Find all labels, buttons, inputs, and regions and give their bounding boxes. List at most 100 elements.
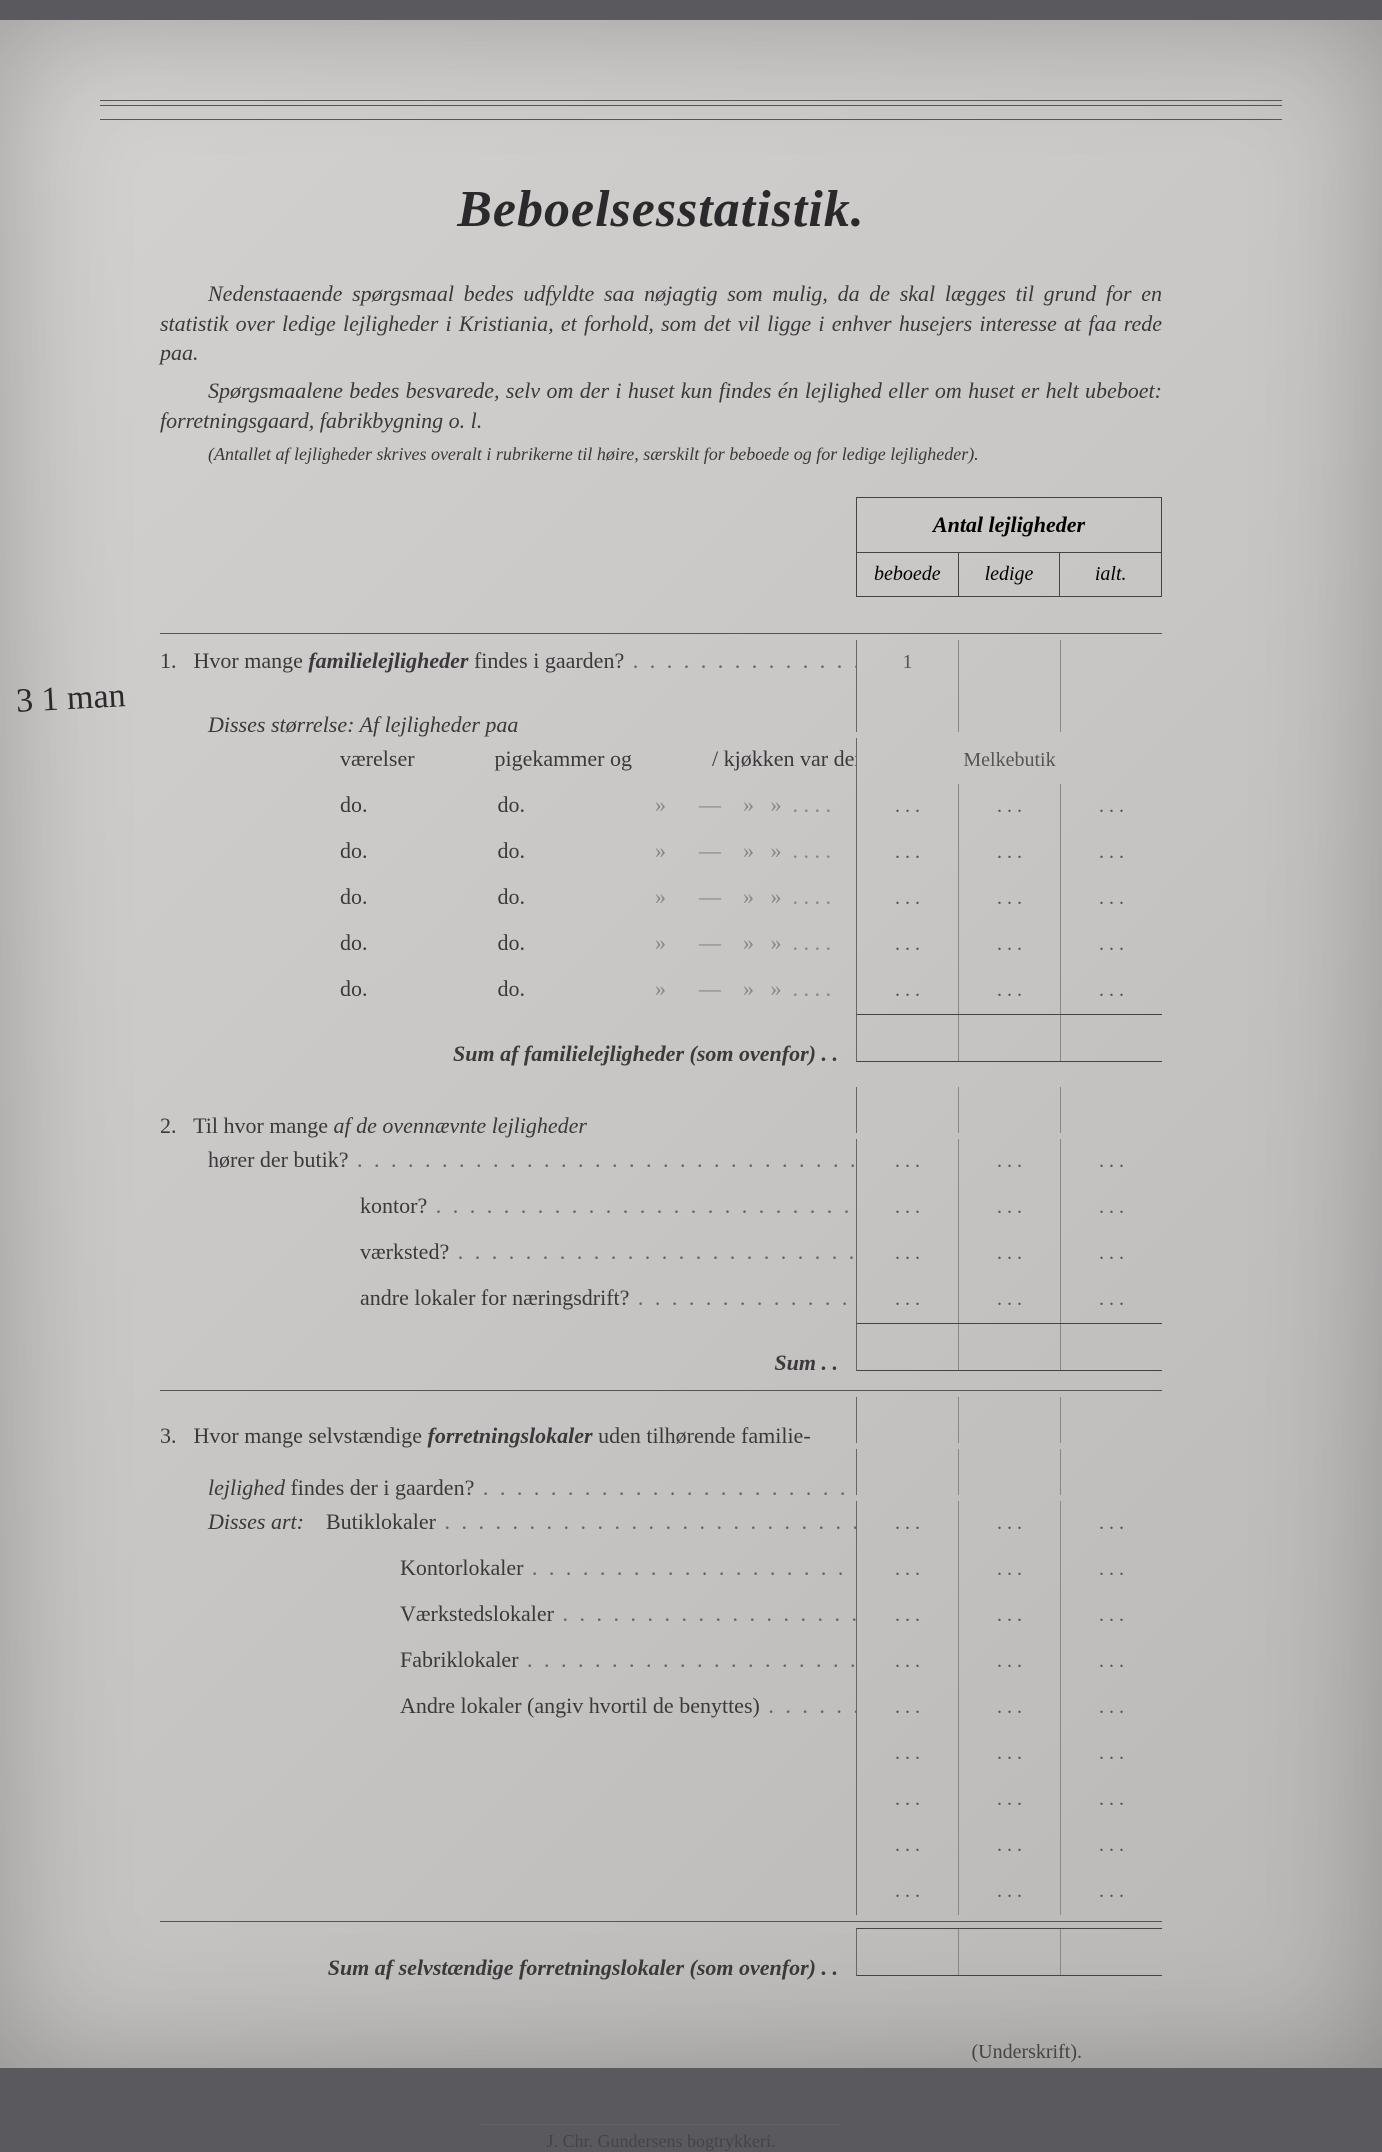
top-rules bbox=[100, 100, 1282, 120]
cell: . . . bbox=[1061, 1231, 1162, 1277]
cell: . . . bbox=[959, 876, 1061, 922]
q1-text-c: findes i gaarden? bbox=[468, 648, 856, 673]
do-label: do. bbox=[498, 838, 526, 864]
q1-handwriting: Melkebutik bbox=[857, 738, 1162, 784]
col-ialt: ialt. bbox=[1060, 553, 1161, 596]
q2-text-b: af de ovennævnte lejligheder bbox=[333, 1113, 587, 1138]
q1-num: 1. bbox=[160, 648, 188, 674]
q1-kjokken: / kjøkken var der bbox=[712, 746, 856, 772]
cell: . . . bbox=[959, 1547, 1061, 1593]
do-label: do. bbox=[498, 884, 526, 910]
table-header-columns: beboede ledige ialt. bbox=[857, 553, 1161, 596]
signature-label: (Underskrift). bbox=[160, 2041, 1162, 2064]
cell: . . . bbox=[857, 968, 959, 1014]
cell: . . . bbox=[1061, 1869, 1162, 1915]
q3-sum-row: Sum af selvstændige forretningslokaler (… bbox=[160, 1928, 1162, 1981]
q3-blank-3: . . .. . .. . . bbox=[160, 1823, 1162, 1869]
content-area: Beboelsesstatistik. Nedenstaaende spørgs… bbox=[100, 180, 1282, 2152]
q1-do-row-5: do.do.» — » » . . . . . . .. . .. . . bbox=[160, 968, 1162, 1014]
q3-findes: findes der i gaarden? bbox=[285, 1475, 856, 1500]
q3-kontor-row: Kontorlokaler . . .. . .. . . bbox=[160, 1547, 1162, 1593]
cell: . . . bbox=[1061, 1501, 1162, 1547]
q2-num: 2. bbox=[160, 1113, 188, 1139]
table-header-title: Antal lejligheder bbox=[857, 498, 1161, 553]
q3-text-c: uden tilhørende familie- bbox=[593, 1423, 811, 1448]
q1-vaerelser: værelser bbox=[340, 746, 415, 772]
cell: . . . bbox=[857, 1777, 959, 1823]
q1-sum-label: Sum af familielejligheder bbox=[453, 1041, 684, 1066]
q3-lejlighed: lejlighed bbox=[208, 1475, 285, 1500]
q1-do-row-2: do.do.» — » » . . . . . . .. . .. . . bbox=[160, 830, 1162, 876]
q1-row: 1. Hvor mange familielejligheder findes … bbox=[160, 640, 1162, 686]
margin-handwriting: 3 1 man bbox=[15, 677, 126, 721]
do-label: do. bbox=[340, 838, 368, 864]
cell: . . . bbox=[1061, 1139, 1162, 1185]
cell: . . . bbox=[959, 1501, 1061, 1547]
q2-kontor-row: kontor? . . .. . .. . . bbox=[160, 1185, 1162, 1231]
q1-do-row-4: do.do.» — » » . . . . . . .. . .. . . bbox=[160, 922, 1162, 968]
q2-kontor: kontor? bbox=[160, 1193, 856, 1219]
printer-credit: J. Chr. Gundersens bogtrykkeri. bbox=[481, 2124, 841, 2152]
q3-sum-label: Sum af selvstændige forretningslokaler bbox=[328, 1955, 684, 1980]
cell: . . . bbox=[959, 1185, 1061, 1231]
q3-kontor: Kontorlokaler bbox=[160, 1555, 856, 1581]
cell: . . . bbox=[1061, 1639, 1162, 1685]
q1-do-row-3: do.do.» — » » . . . . . . .. . .. . . bbox=[160, 876, 1162, 922]
q3-line2-row: lejlighed findes der i gaarden? bbox=[160, 1449, 1162, 1501]
q3-num: 3. bbox=[160, 1423, 188, 1449]
intro-paragraph-3: (Antallet af lejligheder skrives overalt… bbox=[160, 443, 1162, 466]
do-label: do. bbox=[498, 930, 526, 956]
cell: . . . bbox=[959, 830, 1061, 876]
cell: . . . bbox=[1061, 1547, 1162, 1593]
cell: . . . bbox=[857, 876, 959, 922]
cell: . . . bbox=[1061, 830, 1162, 876]
q2-sum-row: Sum . . bbox=[160, 1323, 1162, 1376]
q3-disses-row: Disses art: Butiklokaler . . .. . .. . . bbox=[160, 1501, 1162, 1547]
do-label: do. bbox=[340, 976, 368, 1002]
cell: . . . bbox=[959, 1139, 1061, 1185]
form-table: Antal lejligheder beboede ledige ialt. 1… bbox=[160, 497, 1162, 1981]
cell: . . . bbox=[1061, 784, 1162, 830]
do-label: do. bbox=[340, 930, 368, 956]
cell: . . . bbox=[857, 1547, 959, 1593]
cell: . . . bbox=[857, 1869, 959, 1915]
cell: . . . bbox=[959, 784, 1061, 830]
cell: . . . bbox=[959, 1731, 1061, 1777]
q2-vaerksted-row: værksted? . . .. . .. . . bbox=[160, 1231, 1162, 1277]
cell: . . . bbox=[857, 1139, 959, 1185]
cell: . . . bbox=[1061, 1185, 1162, 1231]
intro-paragraph-1: Nedenstaaende spørgsmaal bedes udfyldte … bbox=[160, 279, 1162, 368]
document-page: 3 1 man Beboelsesstatistik. Nedenstaaend… bbox=[0, 20, 1382, 2068]
q2-vaerksted: værksted? bbox=[160, 1239, 856, 1265]
col-ledige: ledige bbox=[959, 553, 1061, 596]
cell: . . . bbox=[959, 1777, 1061, 1823]
cell: . . . bbox=[857, 1277, 959, 1323]
q3-text-a: Hvor mange selvstændige bbox=[194, 1423, 428, 1448]
q3-disses: Disses art: bbox=[208, 1509, 304, 1534]
do-label: do. bbox=[498, 792, 526, 818]
do-label: do. bbox=[498, 976, 526, 1002]
page-title: Beboelsesstatistik. bbox=[160, 180, 1162, 239]
q3-butik: Butiklokaler bbox=[326, 1509, 856, 1534]
q2-butik-row: hører der butik? . . .. . .. . . bbox=[160, 1139, 1162, 1185]
q1-value-ialt bbox=[1061, 640, 1162, 686]
q3-blank-4: . . .. . .. . . bbox=[160, 1869, 1162, 1915]
cell: . . . bbox=[857, 784, 959, 830]
cell: . . . bbox=[857, 1685, 959, 1731]
cell: . . . bbox=[857, 1731, 959, 1777]
q2-andre: andre lokaler for næringsdrift? bbox=[160, 1285, 856, 1311]
table-body: 1. Hvor mange familielejligheder findes … bbox=[160, 497, 1162, 1981]
cell: . . . bbox=[857, 1501, 959, 1547]
q3-vaerksted: Værkstedslokaler bbox=[160, 1601, 856, 1627]
q1-do-row-1: do.do.» — » » . . . . . . .. . .. . . bbox=[160, 784, 1162, 830]
q2-andre-row: andre lokaler for næringsdrift? . . .. .… bbox=[160, 1277, 1162, 1323]
do-label: do. bbox=[340, 792, 368, 818]
q3-andre: Andre lokaler (angiv hvortil de benyttes… bbox=[160, 1693, 856, 1719]
q3-text-b: forretningslokaler bbox=[428, 1423, 593, 1448]
q2-sum: Sum . . bbox=[160, 1350, 856, 1376]
cell: . . . bbox=[959, 1231, 1061, 1277]
q3-blank-2: . . .. . .. . . bbox=[160, 1777, 1162, 1823]
q1-sizes-row: Disses størrelse: Af lejligheder paa bbox=[160, 686, 1162, 738]
q1-sizes-label: Disses størrelse: Af lejligheder paa bbox=[160, 712, 856, 738]
q2-row: 2. Til hvor mange af de ovennævnte lejli… bbox=[160, 1087, 1162, 1139]
